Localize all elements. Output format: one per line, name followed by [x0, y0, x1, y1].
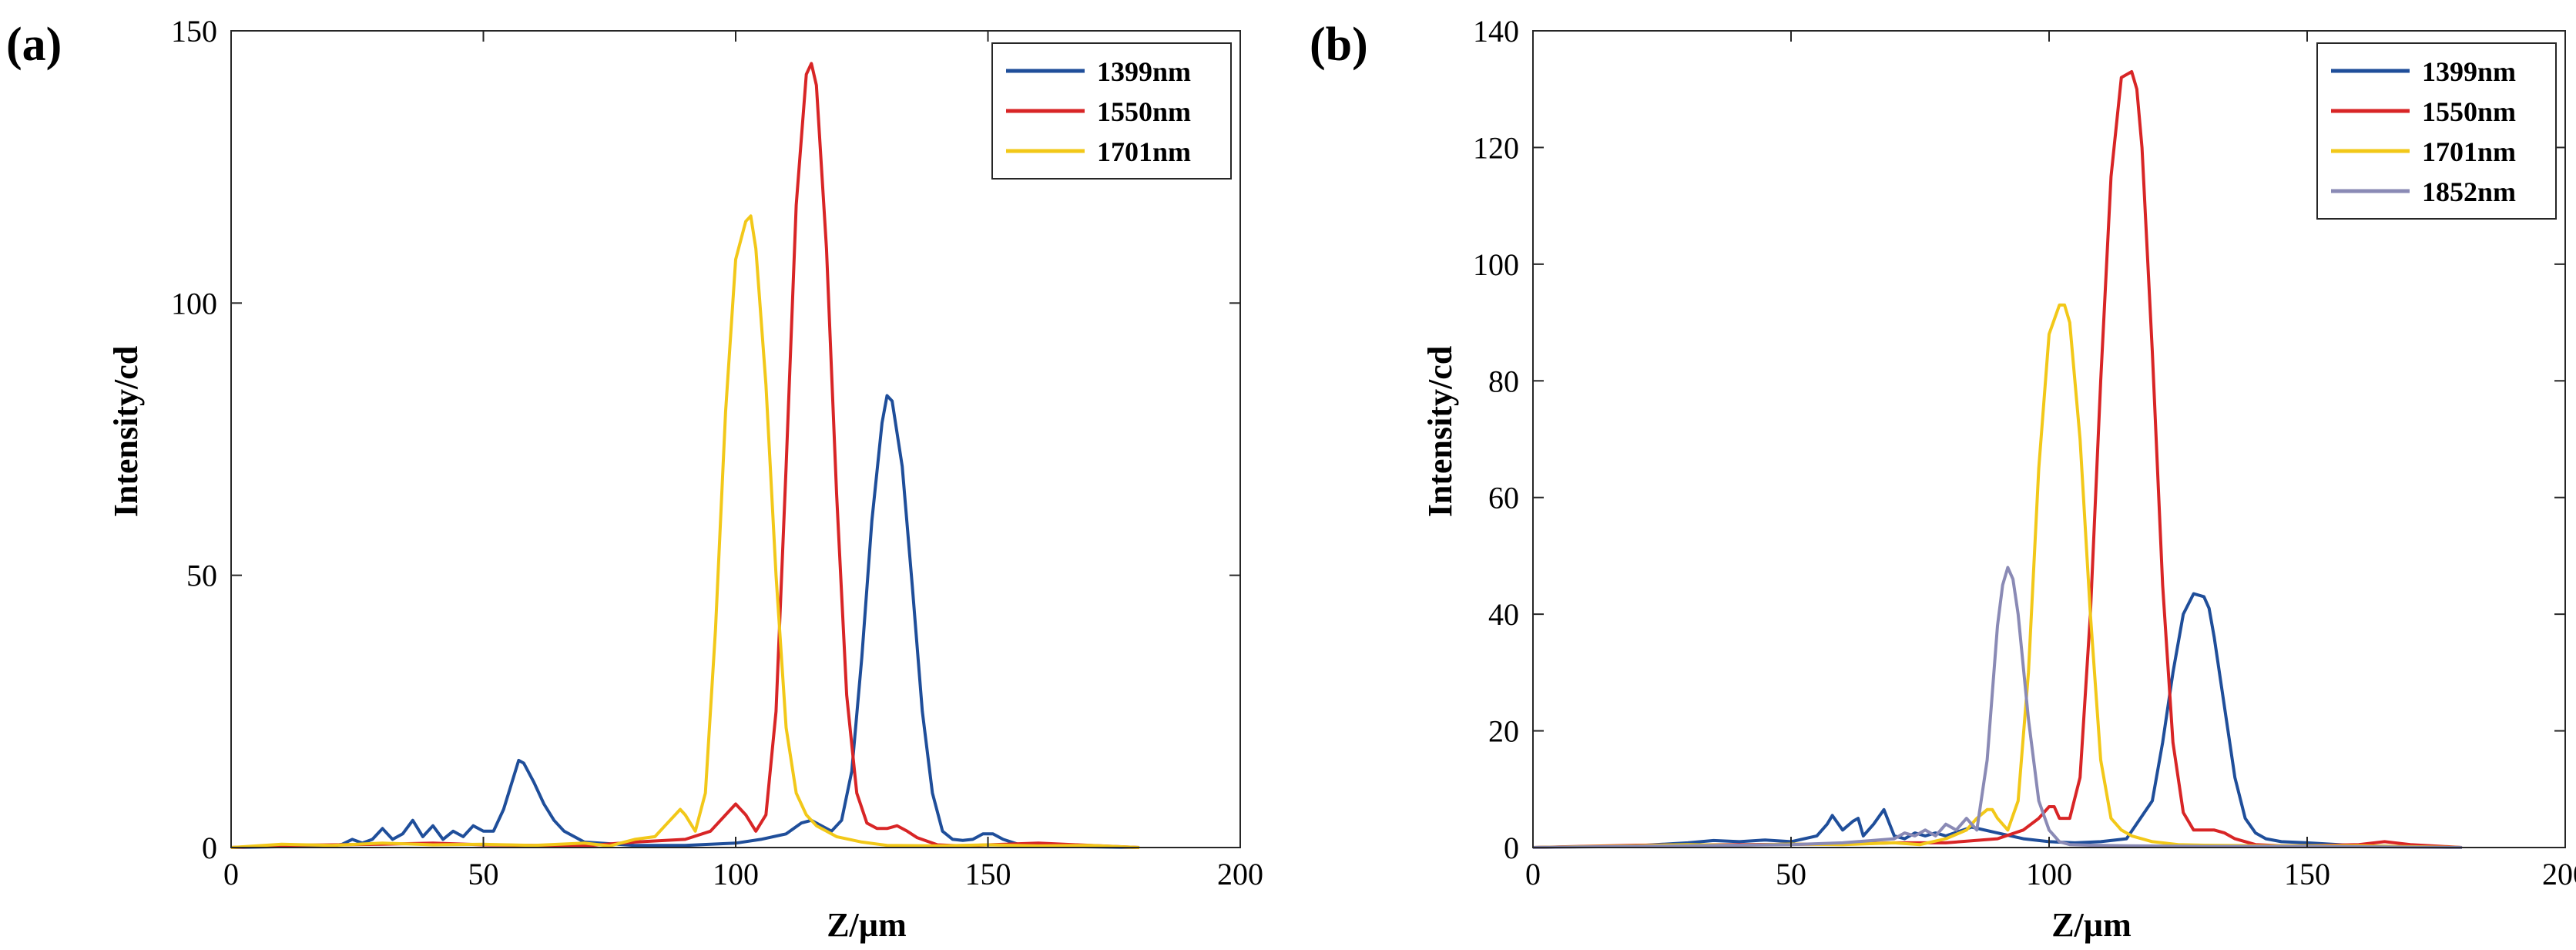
plot-area-b: 0 50 100 150 200 0 20 40 60 80 100 120 140: [1473, 14, 2576, 891]
x-tick-label: 50: [1776, 857, 1806, 891]
x-tick-label: 100: [713, 857, 759, 891]
legend-entry-1399nm: 1399nm: [1097, 56, 1191, 87]
legend-entry-1550nm: 1550nm: [1097, 96, 1191, 127]
y-axis-label-a: Intensity/cd: [107, 346, 145, 517]
y-tick-label: 40: [1488, 597, 1519, 632]
x-tick-label: 0: [1525, 857, 1541, 891]
panel-label-b: (b): [1310, 18, 1368, 71]
x-axis-label-b: Z/µm: [2051, 906, 2132, 944]
y-tick-label: 80: [1488, 364, 1519, 398]
y-tick-label: 140: [1473, 14, 1519, 49]
legend-entry-1701nm: 1701nm: [2422, 136, 2516, 167]
series-line-1550nm-a: [230, 62, 1140, 849]
x-axis-label-a: Z/µm: [827, 906, 907, 944]
series-line-1399nm-b: [1532, 592, 2463, 849]
y-tick-label: 0: [1504, 831, 1519, 865]
y-tick-label: 120: [1473, 130, 1519, 165]
plot-area-a: 0 50 100 150 200 0 50 100 150: [171, 14, 1263, 891]
panel-a: (a) 0 50 100 150 200 0 50 100 150 1399nm 1550nm 17…: [6, 14, 1263, 944]
x-tick-label: 50: [468, 857, 499, 891]
legend-entry-1399nm: 1399nm: [2422, 56, 2516, 87]
x-tick-label: 200: [2542, 857, 2576, 891]
y-tick-label: 100: [1473, 247, 1519, 282]
legend-entry-1701nm: 1701nm: [1097, 136, 1191, 167]
series-line-1852nm-b: [1532, 566, 2463, 849]
panel-label-a: (a): [6, 18, 62, 71]
legend-b: 1399nm 1550nm 1701nm 1852nm: [2316, 42, 2557, 220]
x-tick-label: 150: [965, 857, 1011, 891]
series-line-1701nm-b: [1532, 303, 2463, 849]
series-line-1701nm-a: [230, 214, 1140, 849]
legend-entry-1852nm: 1852nm: [2422, 176, 2516, 207]
x-tick-label: 200: [1217, 857, 1263, 891]
x-tick-label: 0: [223, 857, 239, 891]
y-tick-label: 0: [202, 831, 217, 865]
panel-b: (b) 0 50 100 150 200 0 20 40 60 80 100 120 140 1399n…: [1310, 14, 2576, 944]
legend-entry-1550nm: 1550nm: [2422, 96, 2516, 127]
y-tick-label: 100: [171, 286, 217, 321]
y-axis-label-b: Intensity/cd: [1421, 346, 1459, 517]
y-tick-label: 150: [171, 14, 217, 49]
y-tick-label: 20: [1488, 714, 1519, 749]
legend-a: 1399nm 1550nm 1701nm: [991, 42, 1232, 180]
series-line-1399nm-a: [230, 394, 1140, 849]
x-tick-label: 150: [2284, 857, 2330, 891]
y-tick-label: 60: [1488, 481, 1519, 515]
y-tick-label: 50: [186, 559, 217, 593]
x-tick-label: 100: [2026, 857, 2072, 891]
